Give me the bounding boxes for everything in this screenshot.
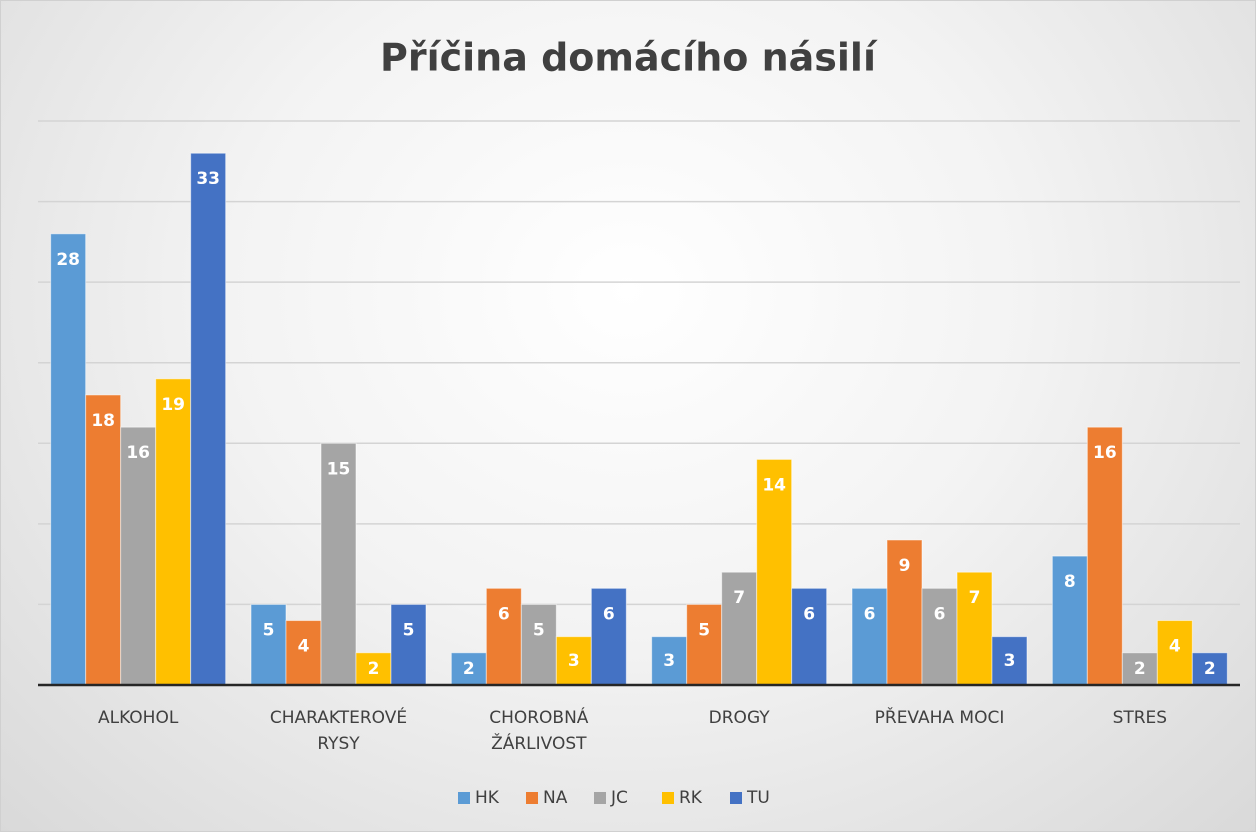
x-tick-label: DROGY [708,708,770,728]
bar [120,426,157,686]
legend-label: JC [610,788,628,808]
legend-label: NA [543,788,568,808]
bar [1051,555,1088,686]
x-tick-label: CHARAKTEROVÉ RYSY [269,708,408,754]
data-label: 4 [298,637,310,657]
data-label: 5 [533,620,545,640]
data-label: 3 [663,651,675,671]
data-label: 7 [733,588,745,608]
data-label: 18 [91,411,115,431]
data-label: 16 [1093,443,1117,463]
data-label: 6 [934,604,946,624]
x-tick-label: STRES [1112,708,1168,728]
legend-label: RK [679,788,703,808]
bar [590,587,627,686]
bar [85,394,122,686]
legend-swatch [662,792,674,804]
legend-swatch [594,792,606,804]
data-label: 4 [1169,637,1181,657]
legend-label: HK [475,788,500,808]
data-label: 2 [1134,659,1146,679]
data-label: 5 [403,620,415,640]
bar [390,603,427,686]
data-label: 2 [463,659,475,679]
legend-label: TU [746,788,770,808]
bar [791,587,828,686]
data-label: 7 [969,588,981,608]
x-tick-label: ALKOHOL [97,708,179,728]
data-label: 3 [1004,651,1016,671]
data-label: 33 [196,169,220,189]
x-tick-label: PŘEVAHA MOCI [874,708,1005,728]
bar [50,233,87,686]
bar [485,587,522,686]
bar [155,378,192,686]
data-label: 2 [1204,659,1216,679]
legend-swatch [526,792,538,804]
data-label: 3 [568,651,580,671]
bar [250,603,287,686]
bar [886,539,923,686]
data-label: 5 [263,620,275,640]
bar [851,587,888,686]
data-label: 6 [603,604,615,624]
bar [190,152,227,686]
chart-title: Příčina domácího násilí [380,36,878,80]
data-label: 9 [899,556,911,576]
legend-swatch [730,792,742,804]
data-label: 14 [762,475,786,495]
bar [686,603,723,686]
data-label: 2 [368,659,380,679]
data-label: 15 [327,459,351,479]
bar [991,636,1028,686]
bar [520,603,557,686]
data-label: 8 [1064,572,1076,592]
data-label: 6 [498,604,510,624]
bar [320,442,357,686]
data-label: 5 [698,620,710,640]
bar [921,587,958,686]
data-label: 6 [864,604,876,624]
bar [1086,426,1123,686]
x-tick-label: CHOROBNÁ ŽÁRLIVOST [489,708,589,754]
data-label: 19 [161,395,185,415]
data-label: 16 [126,443,150,463]
data-label: 28 [56,250,80,270]
bar [555,636,592,686]
bar [756,458,793,686]
legend-swatch [458,792,470,804]
data-label: 6 [803,604,815,624]
bar [956,571,993,686]
bar [651,636,688,686]
